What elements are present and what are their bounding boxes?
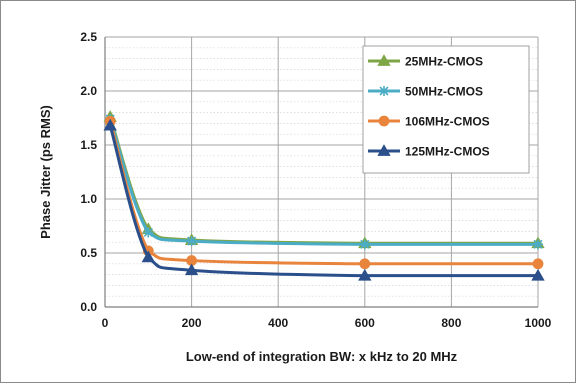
series-line	[108, 120, 538, 266]
legend-label: 125MHz-CMOS	[405, 145, 490, 159]
series-106mhz-cmos	[104, 115, 544, 270]
series-line	[108, 125, 538, 278]
y-tick-label: 2.5	[80, 30, 97, 44]
data-point	[531, 268, 545, 281]
data-point	[143, 227, 154, 238]
x-tick-label: 200	[182, 316, 202, 330]
y-tick-label: 2.0	[80, 84, 97, 98]
y-tick-label: 1.5	[80, 138, 97, 152]
series-group	[103, 110, 545, 281]
data-point	[184, 263, 199, 276]
legend-item: 106MHz-CMOS	[368, 115, 490, 129]
x-tick-label: 0	[102, 316, 109, 330]
legend-marker	[378, 115, 390, 127]
tick-labels: 0.0 0.5 1.0 1.5 2.0 2.5 0 200 400 600 800 1000	[80, 30, 551, 330]
legend-marker	[377, 144, 391, 156]
y-tick-label: 1.0	[80, 192, 97, 206]
y-tick-label: 0.5	[80, 246, 97, 260]
data-point	[358, 268, 372, 281]
x-axis-label: Low-end of integration BW: x kHz to 20 M…	[186, 349, 458, 364]
data-point	[359, 258, 371, 270]
legend-label: 25MHz-CMOS	[405, 55, 483, 69]
data-point	[533, 239, 543, 250]
series-line	[108, 118, 538, 246]
data-point	[186, 236, 197, 247]
legend-label: 106MHz-CMOS	[405, 115, 490, 129]
legend: 25MHz-CMOS 50MHz-CMOS 106MHz-CMOS 125MHz-CM…	[362, 45, 530, 174]
x-tick-label: 600	[355, 316, 375, 330]
legend-item: 25MHz-CMOS	[368, 54, 483, 69]
legend-marker	[377, 54, 391, 66]
x-tick-label: 400	[268, 316, 288, 330]
x-tick-label: 1000	[525, 316, 552, 330]
legend-item: 125MHz-CMOS	[368, 144, 490, 159]
legend-label: 50MHz-CMOS	[405, 85, 483, 99]
legend-marker	[379, 86, 389, 96]
data-point	[359, 239, 370, 250]
data-point	[532, 258, 544, 270]
axes	[104, 37, 538, 308]
data-point	[103, 118, 117, 131]
series-125mhz-cmos	[103, 118, 545, 281]
data-point	[141, 250, 155, 263]
legend-item: 50MHz-CMOS	[368, 85, 483, 99]
y-axis-label: Phase Jitter (ps RMS)	[38, 105, 53, 239]
y-tick-label: 0.0	[80, 300, 97, 314]
x-tick-label: 800	[441, 316, 461, 330]
